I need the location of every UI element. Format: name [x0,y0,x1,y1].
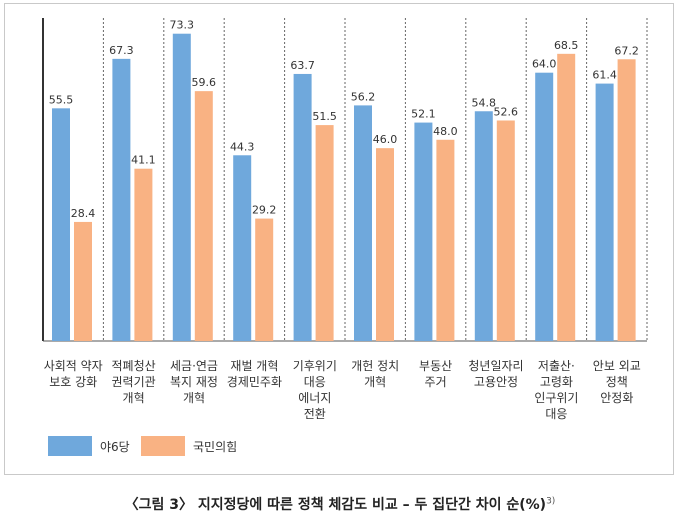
bar-series1 [172,33,191,341]
bar-series2 [436,139,455,341]
legend-label: 야6당 [100,440,130,454]
category-label: 세금·연금 [170,359,218,373]
data-label: 54.8 [472,96,497,109]
category-label: 적폐청산 [112,359,156,373]
category-label: 주거 [425,375,447,389]
bar-series1 [474,111,493,341]
data-label: 51.5 [312,110,337,123]
bar-series2 [74,221,92,341]
data-label: 41.1 [131,154,156,167]
data-label: 63.7 [290,59,315,72]
bar-series1 [112,58,131,341]
bar-series1 [233,155,252,341]
bar-series2 [134,168,153,341]
category-label: 고용안정 [474,375,518,389]
legend-label: 국민의힘 [193,440,237,454]
category-label: 개혁 [123,391,145,405]
data-label: 67.2 [614,44,639,57]
category-label: 개헌 정치 [351,359,399,373]
legend-swatch [141,436,185,456]
category-label: 경제민주화 [227,375,282,389]
bar-series2 [194,91,213,341]
data-label: 68.5 [554,39,579,52]
data-label: 28.4 [71,207,96,220]
category-label: 안정화 [600,391,633,405]
data-label: 59.6 [192,76,217,89]
category-label: 사회적 약자 [44,358,103,373]
category-label: 개혁 [364,375,386,389]
category-label: 전환 [304,407,326,421]
bar-series2 [255,218,274,341]
bar-chart: 55.5 67.3 73.3 44.3 63.7 56.2 52.1 54.8 64.0 61.4… [42,18,648,456]
category-label: 고령화 [540,375,573,389]
data-label: 61.4 [592,69,617,82]
category-label: 복지 재정 [170,375,218,389]
bar-series2 [617,59,636,342]
data-label: 46.0 [373,133,398,146]
data-label: 44.3 [230,140,255,153]
bar-series2 [315,125,334,341]
category-label: 에너지 [298,391,331,405]
category-label: 기후위기 [293,359,337,373]
bar-series1 [535,72,554,341]
category-label: 저출산· [538,359,575,373]
legend-swatch [48,436,92,456]
bar-series1 [595,83,614,341]
bar-series1 [354,105,372,342]
category-label: 개혁 [183,391,205,405]
category-label: 부동산 [419,359,452,373]
caption-text: 〈그림 3〉 지지정당에 따른 정책 체감도 비교 – 두 집단간 차이 순(%… [124,497,547,513]
data-label: 52.6 [494,105,519,118]
caption-footnote: 3) [546,496,556,507]
data-label: 55.5 [49,93,74,106]
data-label: 29.2 [252,204,277,217]
data-label: 67.3 [109,44,134,57]
bar-series1 [52,108,70,341]
bar-series2 [376,148,394,341]
category-label: 보호 강화 [49,375,97,389]
category-label: 대응 [304,375,326,389]
category-label: 인구위기 [534,391,578,405]
data-label: 52.1 [411,108,436,121]
category-label: 안보 외교 [593,359,641,373]
data-label: 56.2 [351,90,376,103]
data-label: 48.0 [433,125,458,138]
data-label: 64.0 [532,58,557,71]
category-label: 재벌 개혁 [230,359,278,373]
bar-series1 [293,73,312,341]
bar-series1 [414,122,433,341]
data-label: 73.3 [170,19,195,32]
category-label: 권력기관 [112,375,156,389]
bar-series2 [496,120,515,341]
category-label: 청년일자리 [468,359,523,373]
bar-series2 [557,53,576,341]
figure-caption: 〈그림 3〉 지지정당에 따른 정책 체감도 비교 – 두 집단간 차이 순(%… [0,494,680,514]
category-label: 대응 [545,407,567,421]
category-label: 정책 [606,374,628,389]
